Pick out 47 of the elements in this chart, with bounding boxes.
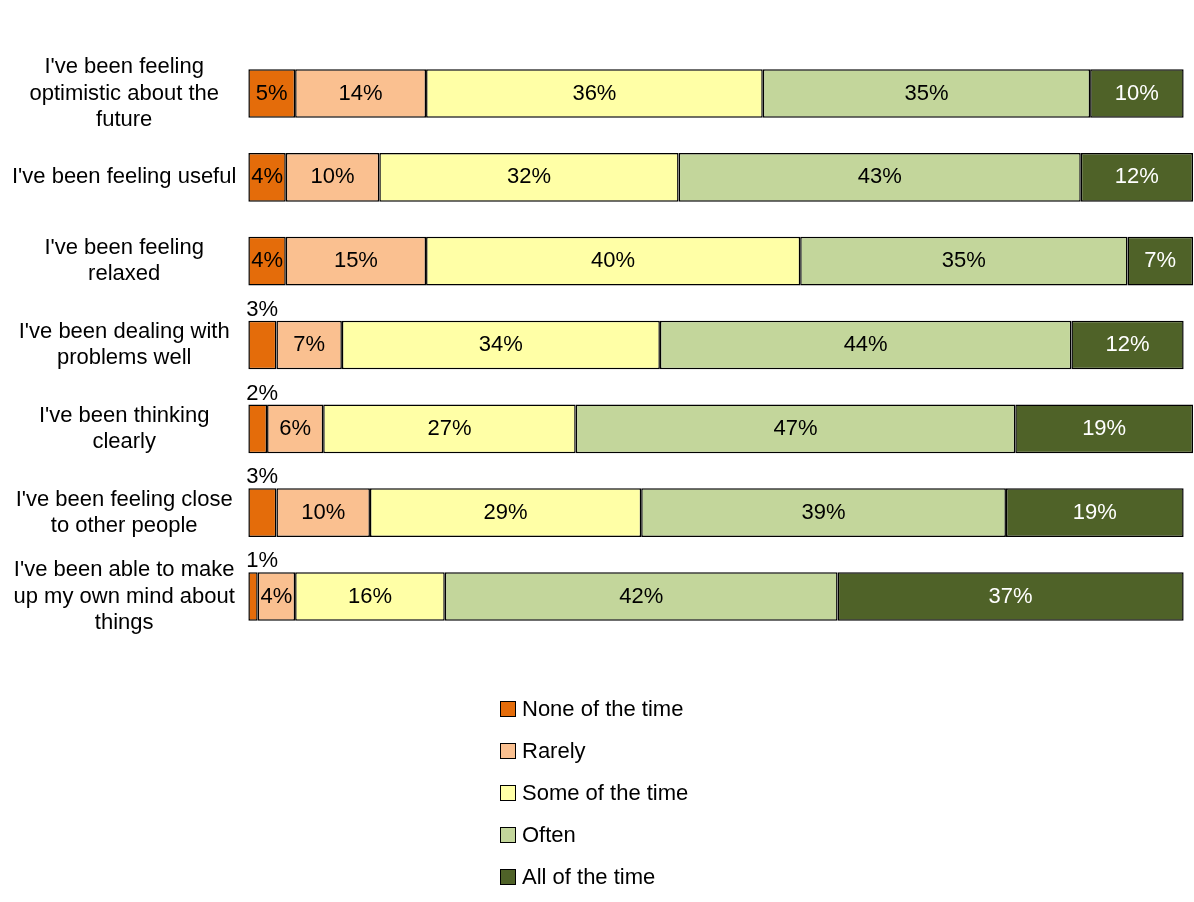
data-label: 4% <box>260 582 293 608</box>
data-label: 5% <box>255 79 288 105</box>
legend-label: Often <box>522 822 576 848</box>
data-label: 1% <box>246 547 279 573</box>
data-label: 3% <box>246 295 279 321</box>
data-label: 29% <box>483 498 528 524</box>
data-label: 2% <box>246 379 279 405</box>
data-label: 35% <box>941 247 986 273</box>
legend-label: Some of the time <box>522 780 689 806</box>
data-label: 43% <box>857 163 902 189</box>
data-label: 40% <box>591 247 636 273</box>
data-label: 34% <box>478 331 523 357</box>
data-label: 7% <box>1144 247 1177 273</box>
data-label: 15% <box>333 247 378 273</box>
data-label: 3% <box>246 463 279 489</box>
data-label: 12% <box>1114 163 1159 189</box>
data-label: 7% <box>293 331 326 357</box>
data-label: 10% <box>1114 79 1159 105</box>
data-label: 42% <box>619 582 664 608</box>
data-label: 14% <box>338 79 383 105</box>
y-tick-label: I've been feeling relaxed <box>44 234 204 286</box>
legend-label: All of the time <box>522 864 656 890</box>
y-tick-label: I've been dealing with problems well <box>18 317 230 370</box>
data-label: 44% <box>843 331 888 357</box>
y-tick-label: I've been feeling optimistic about the future <box>29 53 219 131</box>
y-tick-label: I've been feeling useful <box>11 163 237 189</box>
data-label: 32% <box>506 163 551 189</box>
data-label: 37% <box>988 582 1033 608</box>
legend-label: None of the time <box>522 696 684 722</box>
y-tick-label: I've been feeling close to other people <box>15 485 233 537</box>
data-label: 10% <box>301 498 346 524</box>
data-label: 4% <box>251 163 283 189</box>
data-label: 19% <box>1072 498 1117 524</box>
data-label: 12% <box>1105 331 1150 357</box>
data-label: 6% <box>279 414 312 440</box>
data-label: 36% <box>572 79 617 105</box>
data-label: 39% <box>801 498 846 524</box>
y-tick-label: I've been thinking clearly <box>38 401 210 454</box>
data-label: 16% <box>347 582 392 608</box>
data-label: 10% <box>310 163 355 189</box>
data-label: 4% <box>251 247 283 273</box>
data-label: 47% <box>773 414 818 440</box>
data-label: 35% <box>904 79 949 105</box>
legend-label: Rarely <box>522 738 586 764</box>
y-tick-label: I've been able to make up my own mind about things <box>13 556 235 634</box>
data-label: 27% <box>427 414 472 440</box>
data-label: 19% <box>1082 414 1127 440</box>
